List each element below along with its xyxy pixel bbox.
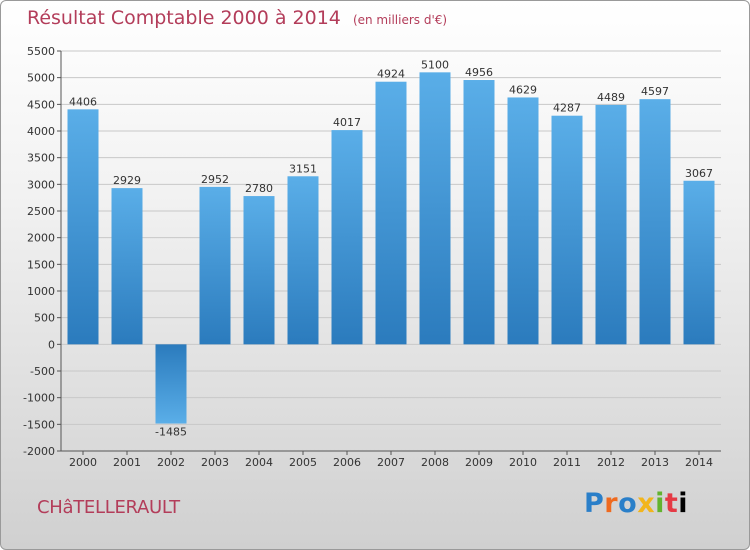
bar xyxy=(199,186,231,345)
x-tick-label: 2012 xyxy=(597,456,625,469)
bar xyxy=(507,97,539,345)
logo-letter: i xyxy=(655,488,665,519)
logo-letter: o xyxy=(618,488,638,519)
logo-letter: r xyxy=(604,488,619,519)
x-tick-label: 2006 xyxy=(333,456,361,469)
x-tick-label: 2011 xyxy=(553,456,581,469)
bar xyxy=(331,130,363,345)
x-tick-label: 2010 xyxy=(509,456,537,469)
y-tick-label: 5000 xyxy=(27,72,55,85)
data-label: -1485 xyxy=(155,426,187,439)
x-tick-label: 2002 xyxy=(157,456,185,469)
x-tick-label: 2014 xyxy=(685,456,713,469)
x-tick-label: 2005 xyxy=(289,456,317,469)
x-tick-label: 2000 xyxy=(69,456,97,469)
chart-title: Résultat Comptable 2000 à 2014 (en milli… xyxy=(27,7,447,29)
y-tick-label: -500 xyxy=(30,365,55,378)
chart-subtitle: (en milliers d'€) xyxy=(352,13,448,27)
x-tick-label: 2008 xyxy=(421,456,449,469)
bar xyxy=(111,188,143,345)
bar xyxy=(375,81,407,345)
chart-title-text: Résultat Comptable 2000 à 2014 xyxy=(27,7,341,29)
data-label: 4924 xyxy=(377,68,405,81)
bar xyxy=(67,109,99,345)
bar xyxy=(419,72,451,345)
x-tick-label: 2003 xyxy=(201,456,229,469)
y-tick-label: 5500 xyxy=(27,45,55,58)
bar xyxy=(683,180,715,345)
data-label: 2780 xyxy=(245,182,273,195)
y-tick-label: 2500 xyxy=(27,205,55,218)
y-tick-label: 0 xyxy=(48,338,55,351)
logo-letter: t xyxy=(664,488,679,519)
y-tick-label: -1500 xyxy=(23,418,55,431)
x-tick-label: 2007 xyxy=(377,456,405,469)
proxiti-logo: Proxiti xyxy=(584,488,688,519)
x-tick-label: 2009 xyxy=(465,456,493,469)
bars: 4406 2929 -1485 2952 2780 3151 4017 4924 5100 495… xyxy=(67,58,715,439)
y-tick-label: 3500 xyxy=(27,152,55,165)
bar xyxy=(639,99,671,345)
bar xyxy=(287,176,319,345)
y-tick-label: 4000 xyxy=(27,125,55,138)
bar xyxy=(243,196,275,345)
data-label: 2929 xyxy=(113,174,141,187)
data-label: 3151 xyxy=(289,162,317,175)
axes: -2000 -1500 -1000 -500 0 500 1000 1500 2000 2500 3… xyxy=(23,45,721,469)
y-tick-label: 3000 xyxy=(27,178,55,191)
data-label: 4489 xyxy=(597,91,625,104)
data-label: 4597 xyxy=(641,85,669,98)
data-label: 5100 xyxy=(421,58,449,71)
x-tick-label: 2001 xyxy=(113,456,141,469)
data-label: 4629 xyxy=(509,83,537,96)
bar xyxy=(595,104,627,345)
bar xyxy=(551,115,583,345)
x-tick-label: 2013 xyxy=(641,456,669,469)
x-tick-label: 2004 xyxy=(245,456,273,469)
data-label: 4406 xyxy=(69,95,97,108)
y-tick-label: -1000 xyxy=(23,392,55,405)
data-label: 4287 xyxy=(553,102,581,115)
data-label: 2952 xyxy=(201,173,229,186)
y-tick-label: -2000 xyxy=(23,445,55,458)
y-tick-label: 4500 xyxy=(27,98,55,111)
logo-letter: P xyxy=(584,488,605,519)
logo-letter: x xyxy=(637,488,656,519)
y-tick-label: 1500 xyxy=(27,258,55,271)
data-label: 4956 xyxy=(465,66,493,79)
y-tick-label: 1000 xyxy=(27,285,55,298)
city-name: CHâTELLERAULT xyxy=(37,497,180,518)
y-tick-label: 2000 xyxy=(27,232,55,245)
data-label: 3067 xyxy=(685,167,713,180)
bar xyxy=(463,80,495,345)
logo-letter: i xyxy=(678,488,689,519)
data-label: 4017 xyxy=(333,116,361,129)
bar xyxy=(155,344,187,424)
y-tick-label: 500 xyxy=(34,312,55,325)
